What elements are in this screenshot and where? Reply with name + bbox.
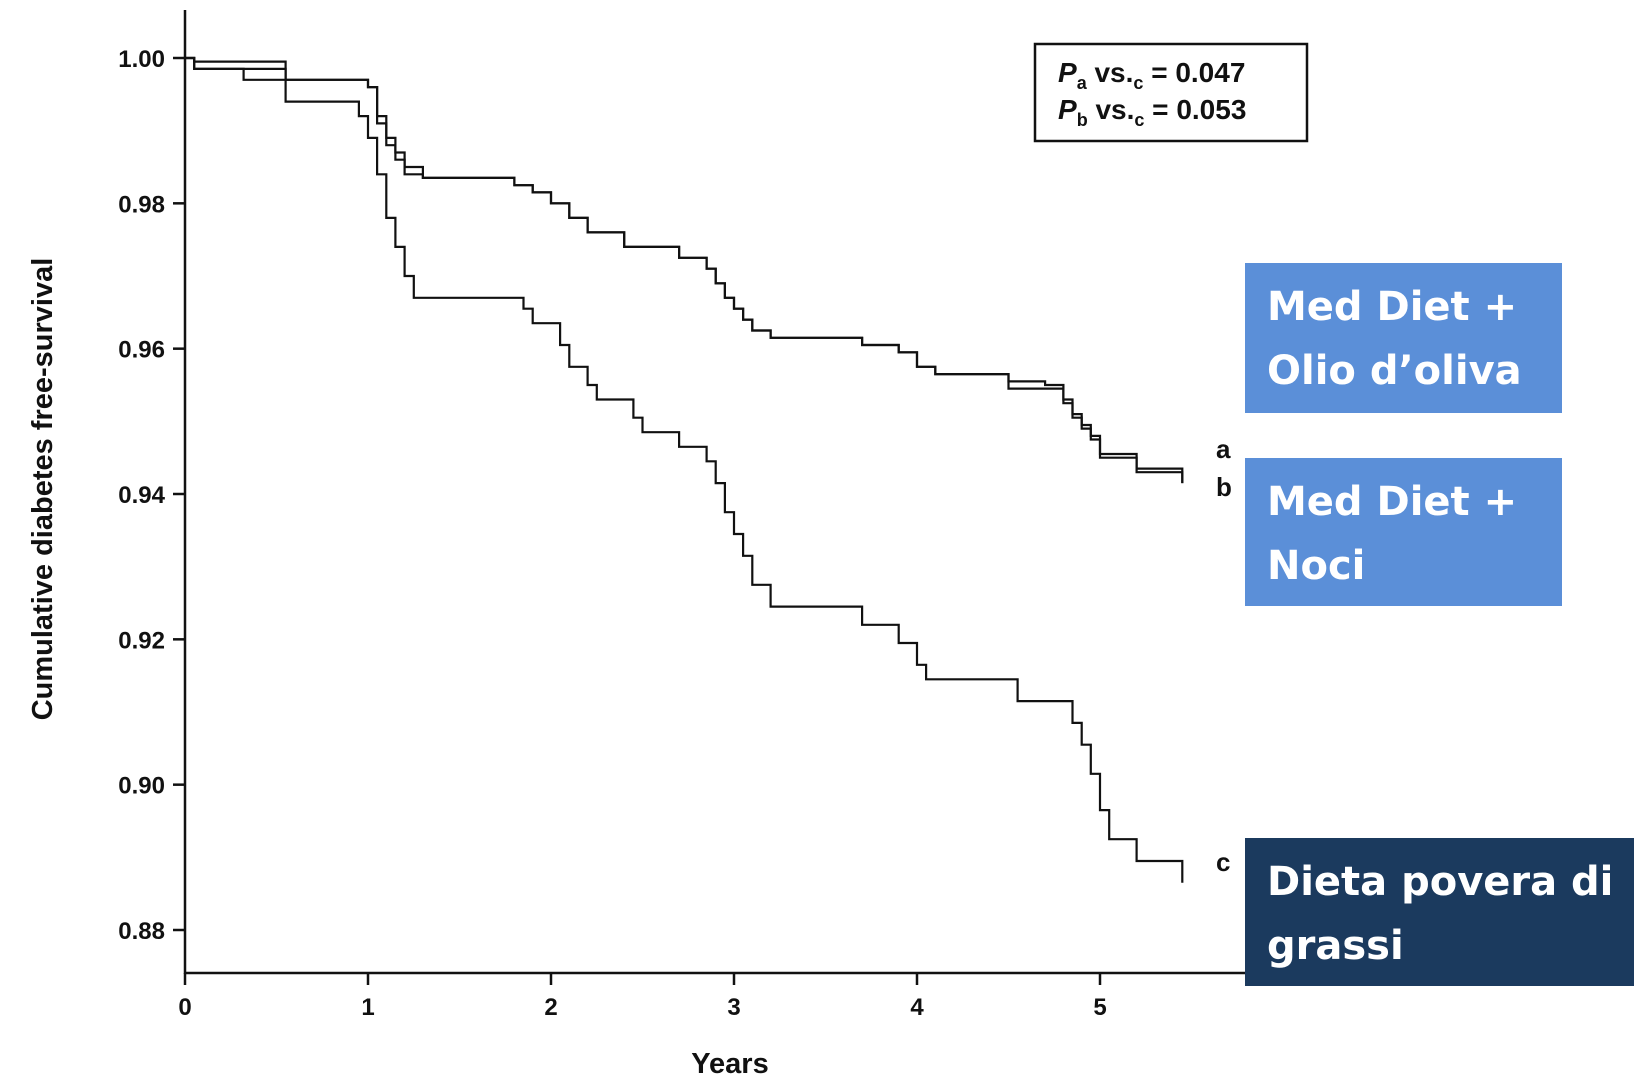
y-axis-title: Cumulative diabetes free-survival (27, 258, 59, 721)
callout-low-fat-diet: Dieta povera di grassi (1245, 838, 1634, 986)
p-value-line-2: Pb vs.c = 0.053 (1058, 94, 1246, 130)
series-layer (185, 56, 1184, 883)
series-line-b (185, 56, 1184, 484)
curve-labels: ab c (1216, 434, 1232, 877)
y-tick-label: 0.92 (118, 627, 165, 654)
callout-c-line-1: Dieta povera di (1267, 859, 1614, 905)
y-tick-label: 0.90 (118, 773, 165, 800)
callout-med-diet-nuts: Med Diet + Noci (1245, 458, 1562, 606)
p-value-box-frame (1033, 42, 1309, 143)
y-ticks: 1.00 0.98 0.96 0.94 0.92 0.90 0.88 (118, 46, 185, 945)
y-tick-label: 0.88 (118, 918, 165, 945)
x-tick-label: 2 (544, 994, 557, 1021)
axes (183, 10, 1245, 975)
curve-label-b: b (1216, 472, 1232, 502)
x-axis-title: Years (691, 1048, 768, 1079)
y-tick-label: 1.00 (118, 46, 165, 73)
callout-c-line-2: grassi (1267, 923, 1404, 969)
curve-label-a: a (1216, 434, 1231, 464)
x-ticks: 0 1 2 3 4 5 (178, 973, 1107, 1021)
callout-b-line-1: Med Diet + (1267, 479, 1518, 525)
callout-b-line-2: Noci (1267, 543, 1366, 589)
p-value-line-1: Pa vs.c = 0.047 (1058, 57, 1245, 93)
x-tick-label: 4 (910, 994, 924, 1021)
x-tick-label: 0 (178, 994, 191, 1021)
y-tick-label: 0.98 (118, 191, 165, 218)
y-tick-label: 0.96 (118, 337, 165, 364)
p-value-box: Pa vs.c = 0.047 Pb vs.c = 0.053 (1033, 42, 1309, 143)
callout-a-line-2: Olio d’oliva (1267, 348, 1522, 394)
x-tick-label: 1 (361, 994, 374, 1021)
series-line-a (185, 56, 1184, 484)
x-tick-label: 5 (1093, 994, 1106, 1021)
callout-a-line-1: Med Diet + (1267, 284, 1518, 330)
series-line-c (185, 56, 1184, 883)
curve-label-c: c (1216, 847, 1230, 877)
callout-med-diet-olive-oil: Med Diet + Olio d’oliva (1245, 263, 1562, 413)
y-tick-label: 0.94 (118, 482, 165, 509)
x-tick-label: 3 (727, 994, 740, 1021)
